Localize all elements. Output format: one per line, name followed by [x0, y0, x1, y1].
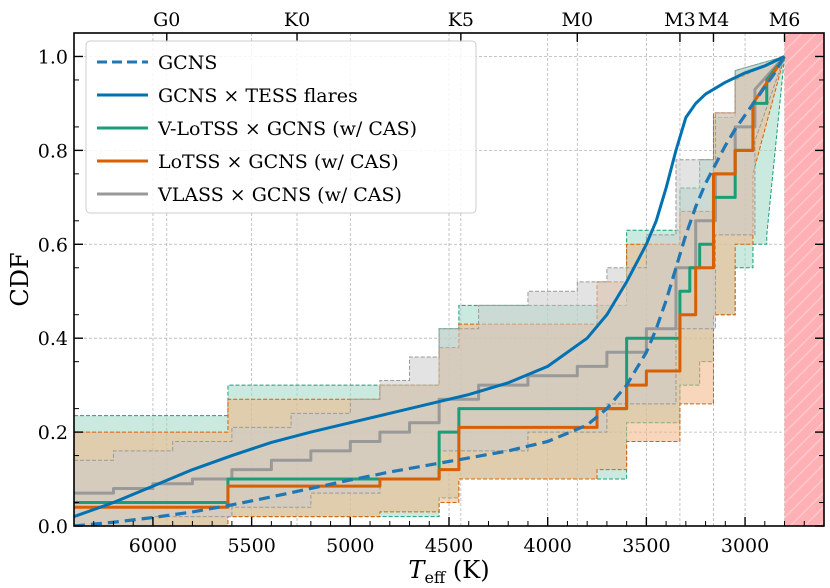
legend-label-3: LoTSS × GCNS (w/ CAS)	[158, 151, 399, 173]
band-lower-3	[74, 56, 786, 526]
y-axis-label: CDF	[6, 252, 34, 306]
x-axis-label: Teff (K)	[408, 556, 489, 587]
y-tick-label: 0.0	[38, 516, 68, 538]
x-tick-label: 3000	[721, 535, 769, 557]
x-tick-label: 5500	[227, 535, 275, 557]
y-tick-label: 0.8	[38, 140, 68, 162]
top-tick-label: K0	[284, 9, 310, 31]
legend-label-0: GCNS	[158, 52, 217, 74]
band-upper-4	[74, 55, 785, 461]
legend-label-2: V-LoTSS × GCNS (w/ CAS)	[157, 118, 417, 140]
top-tick-label: K5	[448, 9, 474, 31]
band-upper-3	[74, 56, 785, 433]
x-tick-label: 4000	[524, 535, 572, 557]
axis-ticks: 6000 5500 5000 4500 4000 3500 3000 0.0 0.2 0.4 0.6…	[38, 9, 824, 557]
x-tick-label: 3500	[622, 535, 670, 557]
x-axis-label-unit: (K)	[445, 556, 489, 584]
series-line-0	[74, 55, 786, 526]
top-tick-label: G0	[153, 9, 180, 31]
excluded-region	[784, 33, 824, 526]
series-line-3	[74, 55, 786, 509]
band-lower-4	[74, 56, 785, 526]
legend-label-1: GCNS × TESS flares	[158, 85, 358, 107]
y-tick-label: 0.4	[38, 328, 68, 350]
x-axis-label-main: T	[408, 556, 426, 584]
top-tick-label: M6	[769, 9, 801, 31]
series-line-1	[74, 55, 786, 519]
top-tick-label: M0	[562, 9, 594, 31]
y-tick-label: 0.6	[38, 234, 68, 256]
shaded-region	[784, 33, 824, 526]
top-tick-label: M4	[698, 9, 730, 31]
x-tick-label: 5000	[326, 535, 374, 557]
series-lines	[74, 55, 786, 526]
x-tick-label: 6000	[129, 535, 177, 557]
top-tick-label: M3	[664, 9, 696, 31]
series-line-4	[74, 55, 786, 495]
y-tick-label: 1.0	[38, 46, 68, 68]
legend: GCNS GCNS × TESS flares V-LoTSS × GCNS (w/…	[85, 40, 477, 214]
legend-label-4: VLASS × GCNS (w/ CAS)	[157, 184, 402, 206]
legend-box	[85, 40, 477, 214]
y-tick-label: 0.2	[38, 422, 68, 444]
x-tick-label: 4500	[425, 535, 473, 557]
x-axis-label-subscript: eff	[424, 568, 446, 587]
